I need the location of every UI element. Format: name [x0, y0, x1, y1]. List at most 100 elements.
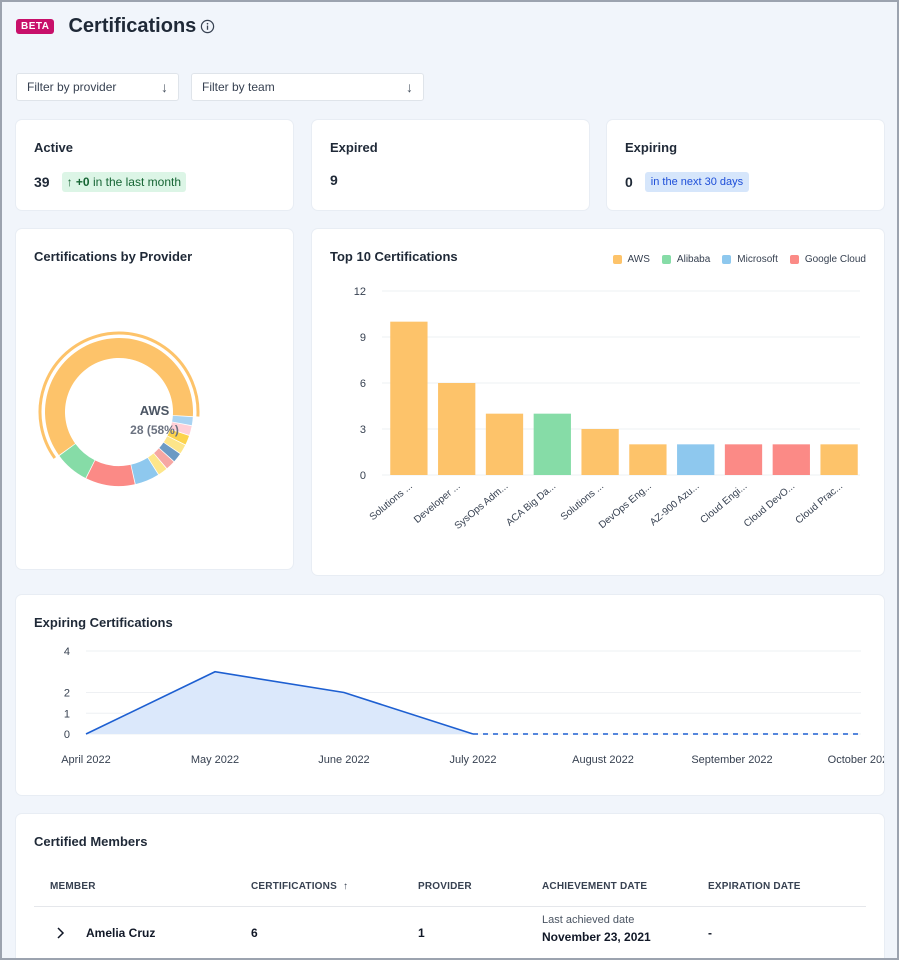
area-fill	[86, 671, 473, 734]
donut-slice-other-2[interactable]	[170, 422, 192, 436]
donut-center-value: 28 (58%)	[130, 423, 179, 437]
filter-team-label: Filter by team	[202, 80, 275, 94]
active-label: Active	[34, 140, 74, 155]
donut-slice-other-4[interactable]	[163, 436, 186, 454]
legend-label: Microsoft	[737, 254, 778, 265]
legend-item-alibaba[interactable]: Alibaba	[661, 254, 711, 265]
y-tick-label: 1	[64, 708, 70, 720]
chevron-right-icon[interactable]	[56, 927, 66, 939]
x-tick-label: ACA Big Da...	[504, 481, 558, 529]
column-provider[interactable]: PROVIDER	[418, 881, 472, 892]
table-row[interactable]: Amelia Cruz 6 1 Last achieved date Novem…	[34, 907, 866, 959]
expiration-date: -	[708, 926, 712, 940]
bar[interactable]	[485, 413, 524, 475]
column-expiration-date[interactable]: EXPIRATION DATE	[708, 881, 801, 892]
y-tick-label: 12	[354, 286, 366, 298]
members-card: Certified Members MEMBER CERTIFICATIONS …	[16, 814, 884, 960]
x-tick-label: May 2022	[191, 754, 239, 766]
donut-slice-alibaba[interactable]	[59, 444, 95, 479]
expiring-line-chart: 0 1 2 4 April 2022 May 2022 June 2022 July 2022…	[61, 646, 884, 766]
x-tick-label: April 2022	[61, 754, 111, 766]
x-tick-label: Developer ...	[412, 481, 463, 526]
sort-ascending-icon: ↑	[342, 881, 349, 892]
legend-item-google-cloud[interactable]: Google Cloud	[789, 254, 866, 265]
x-tick-label: September 2022	[691, 754, 772, 766]
expired-count: 9	[330, 172, 338, 188]
donut-center-label: AWS	[139, 403, 170, 418]
bar[interactable]	[677, 444, 715, 475]
members-title: Certified Members	[34, 834, 148, 849]
member-provider: 1	[418, 926, 425, 940]
active-delta-badge: ↑ +0 in the last month	[61, 172, 187, 192]
provider-donut-chart[interactable]	[16, 229, 293, 569]
y-tick-label: 9	[360, 332, 366, 344]
donut-slice-aws[interactable]	[45, 338, 193, 456]
x-tick-label: Cloud Engi...	[698, 481, 749, 526]
filter-provider-label: Filter by provider	[27, 80, 117, 94]
legend-label: Alibaba	[676, 254, 711, 265]
legend-item-microsoft[interactable]: Microsoft	[722, 254, 778, 265]
legend-swatch	[612, 255, 622, 264]
x-tick-label: Solutions ...	[559, 481, 606, 523]
achievement-date: November 23, 2021	[542, 930, 651, 944]
arrow-down-icon: ↓	[161, 79, 168, 95]
x-tick-label: Cloud DevO...	[742, 481, 797, 530]
top10-legend: AWS Alibaba Microsoft Google Cloud	[601, 254, 866, 265]
filter-by-team-dropdown[interactable]: Filter by team ↓	[191, 73, 424, 101]
y-tick-label: 0	[64, 729, 70, 741]
bar[interactable]	[533, 413, 571, 475]
legend-label: AWS	[627, 254, 650, 265]
expiring-window-badge: in the next 30 days	[644, 172, 750, 192]
x-tick-label: June 2022	[318, 754, 369, 766]
bar[interactable]	[581, 429, 619, 475]
top10-chart-card: Top 10 Certifications AWS Alibaba Micros…	[312, 229, 884, 575]
active-card: Active 39 ↑ +0 in the last month	[16, 120, 293, 210]
donut-slice-other-3[interactable]	[167, 429, 190, 445]
donut-slice-other-5[interactable]	[159, 442, 180, 462]
legend-swatch	[789, 255, 799, 264]
member-name[interactable]: Amelia Cruz	[86, 926, 156, 940]
expiring-chart-title: Expiring Certifications	[34, 615, 173, 630]
x-tick-label: AZ-900 Azu...	[648, 481, 701, 528]
bar[interactable]	[629, 444, 667, 475]
y-tick-label: 2	[64, 688, 70, 700]
expired-label: Expired	[330, 140, 378, 155]
expiring-label: Expiring	[625, 140, 678, 155]
y-tick-label: 3	[360, 424, 366, 436]
provider-chart-card: Certifications by Provider AWS 28 (58%)	[16, 229, 293, 569]
column-achievement-date[interactable]: ACHIEVEMENT DATE	[542, 881, 648, 892]
donut-slice-other-7[interactable]	[148, 453, 167, 475]
column-certifications-label: CERTIFICATIONS	[251, 881, 337, 892]
bar[interactable]	[820, 444, 858, 475]
member-certifications: 6	[251, 926, 258, 940]
x-tick-label: October 2022	[828, 754, 884, 766]
page-header: BETA Certifications	[16, 12, 215, 40]
arrow-down-icon: ↓	[406, 79, 413, 95]
bar[interactable]	[390, 321, 428, 475]
legend-item-aws[interactable]: AWS	[612, 254, 650, 265]
column-member[interactable]: MEMBER	[50, 881, 96, 892]
info-icon[interactable]	[200, 19, 215, 34]
bar[interactable]	[724, 444, 763, 475]
column-certifications[interactable]: CERTIFICATIONS ↑	[251, 881, 348, 892]
bar[interactable]	[438, 383, 476, 475]
y-tick-label: 6	[360, 378, 366, 390]
donut-slice-other-1[interactable]	[172, 415, 193, 426]
page-title: Certifications	[68, 14, 197, 37]
legend-label: Google Cloud	[804, 254, 866, 265]
legend-swatch	[661, 255, 671, 264]
donut-slice-google-cloud[interactable]	[86, 460, 135, 486]
bar[interactable]	[772, 444, 810, 475]
expired-card: Expired 9	[312, 120, 589, 210]
donut-slice-microsoft[interactable]	[131, 457, 159, 485]
active-count: 39	[34, 174, 50, 190]
expiring-count: 0	[625, 174, 633, 190]
donut-slice-other-6[interactable]	[154, 448, 174, 469]
y-tick-label: 4	[64, 646, 70, 658]
active-delta-value: +0	[75, 175, 90, 189]
legend-swatch	[722, 255, 732, 264]
series-line	[85, 670, 474, 735]
filter-by-provider-dropdown[interactable]: Filter by provider ↓	[16, 73, 179, 101]
achievement-date-label: Last achieved date	[542, 914, 635, 926]
